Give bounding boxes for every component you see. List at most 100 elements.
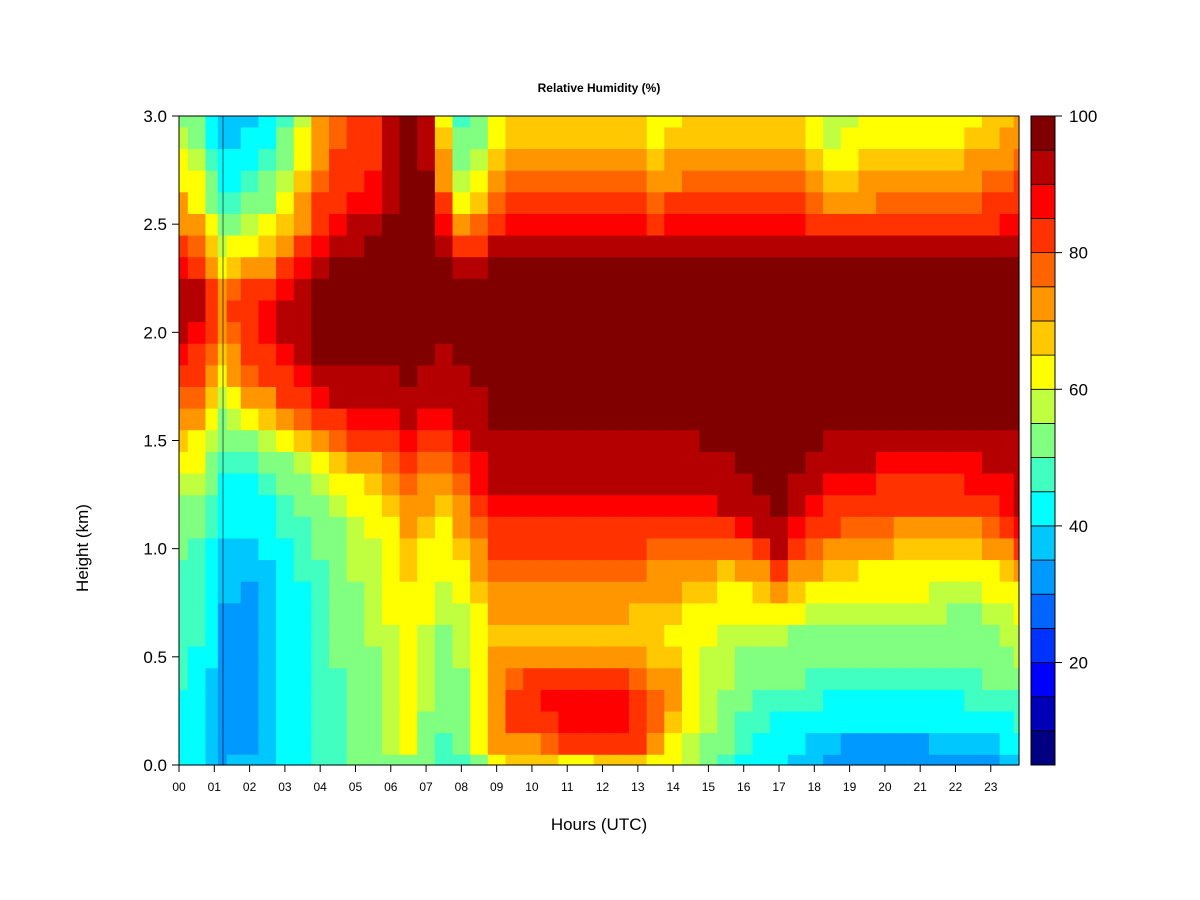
heatmap-cell: [876, 126, 895, 150]
heatmap-cell: [611, 170, 630, 193]
heatmap-cell: [893, 343, 912, 366]
heatmap-cell: [681, 494, 701, 517]
heatmap-cell: [505, 386, 524, 409]
heatmap-cell: [823, 494, 842, 517]
heatmap-cell: [1013, 559, 1020, 582]
heatmap-cell: [470, 256, 489, 279]
heatmap-cell: [452, 754, 471, 766]
heatmap-cell: [311, 646, 330, 669]
heatmap-cell: [540, 494, 560, 517]
heatmap-cell: [226, 494, 242, 517]
heatmap-cell: [981, 148, 1001, 171]
heatmap-cell: [452, 451, 471, 474]
heatmap-cell: [346, 234, 365, 258]
heatmap-cell: [417, 408, 436, 431]
heatmap-cell: [276, 451, 295, 474]
heatmap-cell: [611, 602, 630, 625]
heatmap-cell: [205, 321, 219, 344]
heatmap-cell: [487, 429, 507, 452]
heatmap-cell: [805, 116, 824, 128]
heatmap-cell: [734, 559, 754, 582]
heatmap-cell: [205, 343, 219, 366]
heatmap-cell: [646, 343, 665, 366]
heatmap-cell: [593, 278, 612, 301]
heatmap-cell: [179, 516, 189, 539]
heatmap-cell: [752, 234, 771, 258]
heatmap-cell: [523, 472, 542, 496]
heatmap-cell: [399, 494, 418, 517]
heatmap-cell: [699, 667, 718, 690]
heatmap-cell: [576, 429, 595, 452]
heatmap-cell: [593, 710, 612, 734]
heatmap-cell: [964, 148, 983, 171]
heatmap-cell: [681, 321, 701, 344]
heatmap-cell: [699, 343, 718, 366]
heatmap-cell: [293, 386, 312, 409]
heatmap-cell: [593, 494, 612, 517]
heatmap-cell: [381, 343, 401, 366]
heatmap-cell: [823, 148, 842, 171]
heatmap-cell: [929, 667, 948, 690]
heatmap-cell: [276, 472, 295, 496]
heatmap-cell: [717, 429, 736, 452]
heatmap-cell: [911, 472, 930, 496]
heatmap-cell: [399, 516, 418, 539]
heatmap-cell: [205, 429, 219, 452]
x-tick-label: 11: [561, 780, 574, 794]
heatmap-cell: [929, 408, 948, 431]
heatmap-cell: [205, 364, 219, 388]
heatmap-cell: [664, 667, 683, 690]
heatmap-cell: [523, 646, 542, 669]
heatmap-cell: [258, 472, 277, 496]
heatmap-cell: [434, 364, 454, 388]
heatmap-cell: [540, 386, 560, 409]
heatmap-cell: [752, 343, 771, 366]
heatmap-cell: [311, 148, 330, 171]
heatmap-cell: [770, 299, 789, 323]
heatmap-cell: [646, 148, 665, 171]
y-tick-label: 2.0: [143, 323, 167, 342]
heatmap-cell: [911, 537, 930, 561]
heatmap-cell: [329, 234, 348, 258]
heatmap-cell: [646, 116, 665, 128]
heatmap-cell: [946, 559, 965, 582]
heatmap-cell: [646, 516, 665, 539]
heatmap-cell: [593, 537, 612, 561]
heatmap-cell: [929, 278, 948, 301]
heatmap-cell: [576, 256, 595, 279]
heatmap-cell: [929, 472, 948, 496]
heatmap-cell: [179, 494, 189, 517]
heatmap-cell: [470, 581, 489, 604]
heatmap-cell: [734, 256, 754, 279]
heatmap-cell: [876, 559, 895, 582]
heatmap-cell: [929, 148, 948, 171]
heatmap-cell: [770, 710, 789, 734]
heatmap-cell: [523, 602, 542, 625]
heatmap-cell: [258, 602, 277, 625]
heatmap-cell: [523, 559, 542, 582]
heatmap-cell: [593, 602, 612, 625]
heatmap-cell: [258, 116, 277, 128]
heatmap-cell: [876, 343, 895, 366]
heatmap-cell: [346, 386, 365, 409]
heatmap-cell: [752, 710, 771, 734]
heatmap-cell: [276, 170, 295, 193]
heatmap-cell: [240, 581, 260, 604]
heatmap-cell: [946, 667, 965, 690]
heatmap-cell: [681, 429, 701, 452]
heatmap-cell: [417, 516, 436, 539]
heatmap-cell: [999, 602, 1015, 625]
heatmap-cell: [664, 646, 683, 669]
heatmap-cell: [805, 170, 824, 193]
heatmap-cell: [417, 170, 436, 193]
heatmap-cell: [417, 559, 436, 582]
heatmap-cell: [752, 624, 771, 647]
heatmap-cell: [311, 256, 330, 279]
heatmap-cell: [226, 581, 242, 604]
heatmap-cell: [311, 559, 330, 582]
heatmap-cell: [681, 278, 701, 301]
heatmap-cell: [911, 191, 930, 214]
heatmap-cell: [929, 581, 948, 604]
x-tick-label: 19: [843, 780, 857, 794]
heatmap-cell: [240, 148, 260, 171]
